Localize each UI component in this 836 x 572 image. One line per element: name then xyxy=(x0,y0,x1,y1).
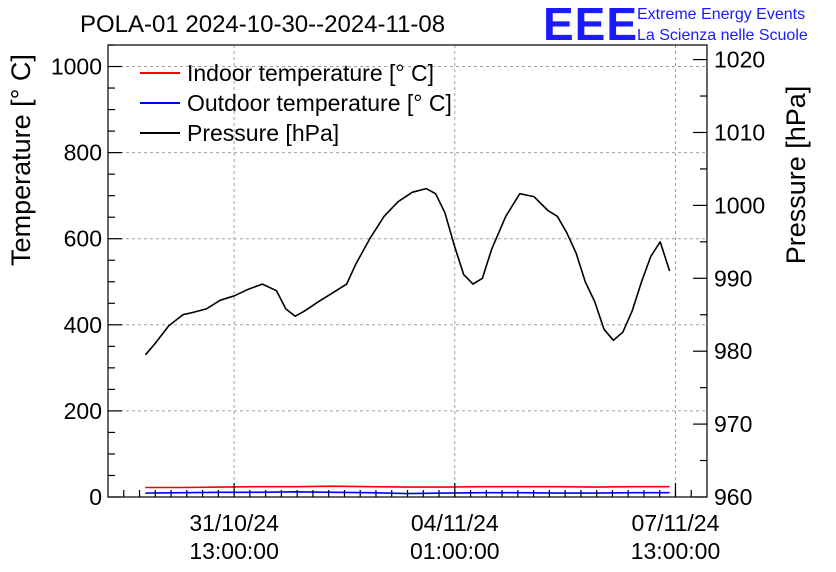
legend-label: Outdoor temperature [° C] xyxy=(187,90,452,116)
y-tick-label: 1000 xyxy=(51,54,102,80)
series-layer xyxy=(144,187,671,495)
logo-line-1: Extreme Energy Events xyxy=(637,6,805,23)
series-line-3 xyxy=(144,187,671,356)
x-tick-label: 07/11/24 xyxy=(632,510,720,536)
y-axis-title-left: Temperature [° C] xyxy=(6,54,36,266)
y2-tick-label: 1020 xyxy=(714,47,765,73)
y-tick-label: 600 xyxy=(64,226,102,252)
legend-label: Pressure [hPa] xyxy=(187,120,339,146)
y-axis-title-right: Pressure [hPa] xyxy=(781,86,811,265)
x-tick-label: 04/11/24 xyxy=(411,510,499,536)
logo-line-2: La Scienza nelle Scuole xyxy=(637,27,808,44)
axes-layer: 0 200 400 600 800 1000 960 970 980 990 1000 1010 102… xyxy=(51,44,765,564)
grid-layer xyxy=(108,45,707,497)
chart-title: POLA-01 2024-10-30--2024-11-08 xyxy=(80,11,445,38)
x-tick-label: 13:00:00 xyxy=(631,538,721,564)
x-tick-label: 01:00:00 xyxy=(410,538,500,564)
y2-tick-label: 990 xyxy=(714,265,752,291)
y-tick-label: 800 xyxy=(64,140,102,166)
legend: Indoor temperature [° C] Outdoor temperat… xyxy=(140,60,452,146)
y2-tick-label: 970 xyxy=(714,411,752,437)
y-tick-label: 400 xyxy=(64,312,102,338)
y-tick-label: 0 xyxy=(89,484,102,510)
y2-tick-label: 980 xyxy=(714,338,752,364)
y2-tick-label: 1000 xyxy=(714,192,765,218)
y2-tick-label: 1010 xyxy=(714,119,765,145)
series-line-1 xyxy=(145,485,670,489)
legend-label: Indoor temperature [° C] xyxy=(187,60,434,86)
y-tick-label: 200 xyxy=(64,398,102,424)
x-tick-label: 31/10/24 xyxy=(189,510,279,536)
x-tick-label: 13:00:00 xyxy=(189,538,279,564)
eee-logo: EEE Extreme Energy Events La Scienza nel… xyxy=(543,0,808,50)
y2-tick-label: 960 xyxy=(714,484,752,510)
logo-mark: EEE xyxy=(543,0,638,50)
